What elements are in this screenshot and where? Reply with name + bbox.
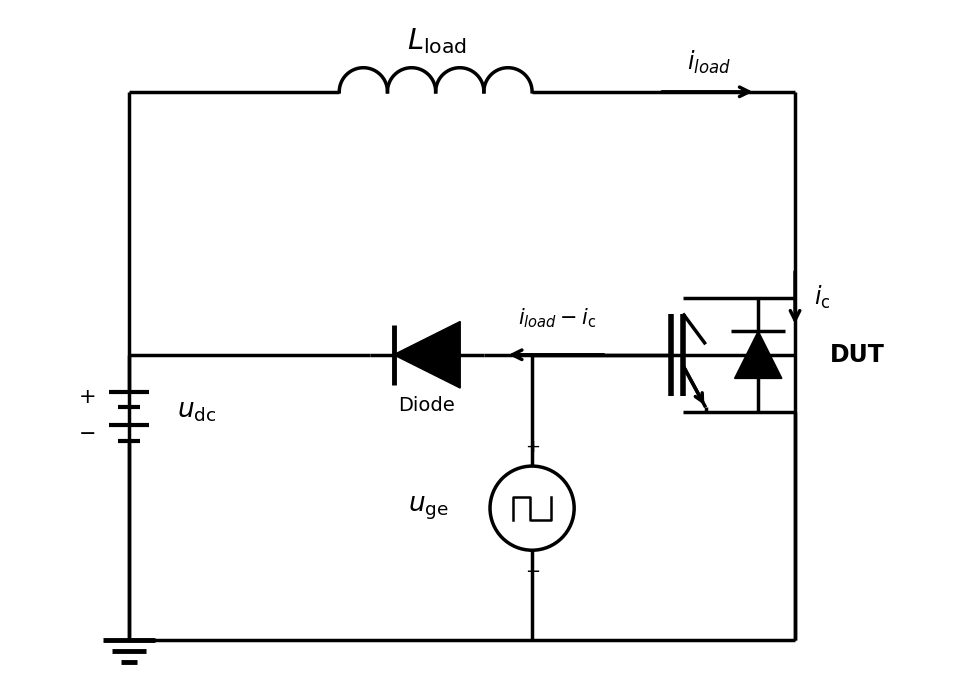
Text: $i_{load}-i_{\mathrm{c}}$: $i_{load}-i_{\mathrm{c}}$ (518, 306, 596, 330)
Text: $L_{\mathrm{load}}$: $L_{\mathrm{load}}$ (408, 26, 467, 56)
Polygon shape (393, 322, 460, 388)
Text: $+$: $+$ (525, 438, 540, 456)
Text: $u_{\mathrm{ge}}$: $u_{\mathrm{ge}}$ (408, 495, 449, 522)
Text: DUT: DUT (830, 343, 885, 367)
Text: $i_{\mathrm{c}}$: $i_{\mathrm{c}}$ (814, 284, 830, 311)
Text: Diode: Diode (399, 396, 456, 415)
Text: $-$: $-$ (79, 422, 96, 442)
Text: $-$: $-$ (525, 561, 540, 579)
Text: $i_{load}$: $i_{load}$ (688, 49, 731, 77)
Text: $+$: $+$ (78, 387, 96, 407)
Polygon shape (735, 331, 782, 379)
Text: $u_{\mathrm{dc}}$: $u_{\mathrm{dc}}$ (177, 399, 217, 424)
